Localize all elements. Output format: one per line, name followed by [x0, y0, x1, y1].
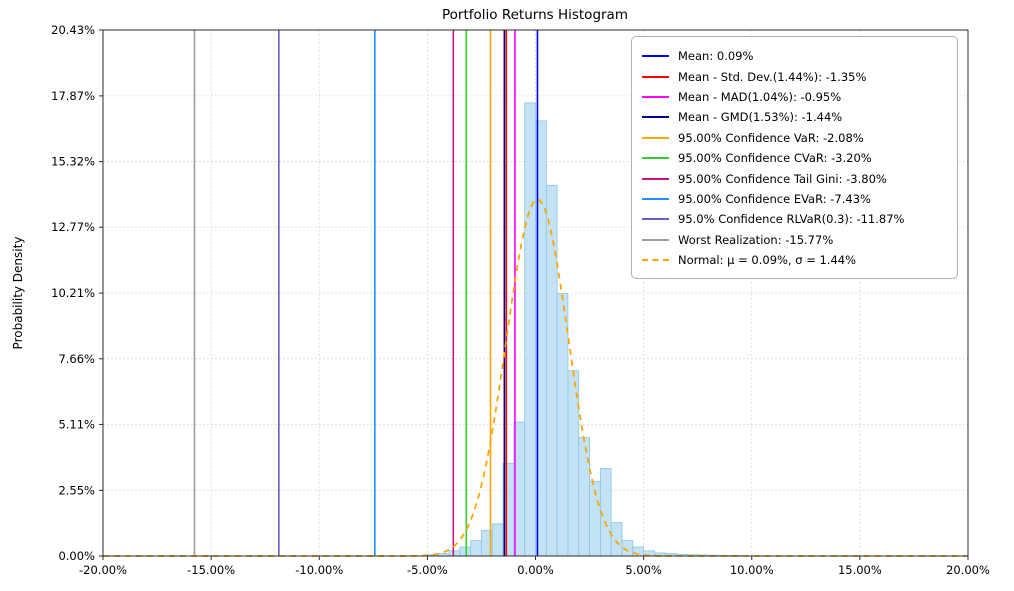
- legend-item: 95.00% Confidence Tail Gini: -3.80%: [642, 168, 947, 188]
- histogram-bar: [524, 102, 536, 557]
- histogram-bar: [448, 550, 461, 557]
- legend-line-swatch: [642, 136, 669, 139]
- legend-line-swatch: [642, 218, 669, 221]
- legend-line-swatch: [642, 157, 669, 160]
- histogram-bar: [567, 370, 580, 557]
- y-axis-label: Probability Density: [11, 237, 25, 350]
- y-tick-label: 12.77%: [51, 220, 95, 234]
- legend-line-swatch: [642, 116, 669, 119]
- legend-label: Normal: μ = 0.09%, σ = 1.44%: [678, 253, 857, 268]
- y-tick-label: 5.11%: [58, 417, 95, 431]
- y-tick-label: 7.66%: [58, 352, 95, 366]
- x-tick-label: 5.00%: [625, 563, 662, 577]
- legend-label: Mean - MAD(1.04%): -0.95%: [678, 89, 842, 104]
- y-tick-label: 10.21%: [51, 286, 95, 300]
- legend-item: Normal: μ = 0.09%, σ = 1.44%: [642, 250, 947, 270]
- y-tick-label: 15.32%: [51, 155, 95, 169]
- legend-item: Mean - Std. Dev.(1.44%): -1.35%: [642, 66, 947, 86]
- legend-label: 95.00% Confidence EVaR: -7.43%: [678, 191, 871, 206]
- legend-item: 95.00% Confidence EVaR: -7.43%: [642, 189, 947, 209]
- histogram-bar: [459, 546, 472, 557]
- legend-line-swatch: [642, 75, 669, 78]
- histogram-bar: [578, 437, 590, 557]
- legend-label: Mean - Std. Dev.(1.44%): -1.35%: [678, 69, 867, 84]
- legend-line-swatch: [642, 259, 669, 262]
- legend-label: 95.00% Confidence VaR: -2.08%: [678, 130, 864, 145]
- legend-item: 95.00% Confidence CVaR: -3.20%: [642, 148, 947, 168]
- y-tick-label: 17.87%: [51, 89, 95, 103]
- legend-item: Mean: 0.09%: [642, 46, 947, 66]
- y-tick-label: 2.55%: [58, 483, 95, 497]
- y-tick-label: 20.43%: [51, 23, 95, 37]
- legend-line-swatch: [642, 238, 669, 241]
- histogram-bar: [545, 184, 558, 557]
- legend-line-swatch: [642, 177, 669, 180]
- x-tick-label: 10.00%: [730, 563, 774, 577]
- x-tick-label: -5.00%: [407, 563, 448, 577]
- legend-item: Mean - GMD(1.53%): -1.44%: [642, 107, 947, 127]
- histogram-bar: [491, 523, 504, 557]
- x-tick-label: -20.00%: [79, 563, 127, 577]
- x-tick-label: -10.00%: [295, 563, 343, 577]
- legend-label: 95.00% Confidence Tail Gini: -3.80%: [678, 171, 887, 186]
- y-tick-label: 0.00%: [58, 549, 95, 563]
- x-tick-label: -15.00%: [187, 563, 235, 577]
- histogram-bar: [610, 522, 623, 557]
- legend-item: Mean - MAD(1.04%): -0.95%: [642, 87, 947, 107]
- legend: Mean: 0.09% Mean - Std. Dev.(1.44%): -1.3…: [631, 36, 958, 280]
- legend-label: 95.0% Confidence RLVaR(0.3): -11.87%: [678, 212, 905, 227]
- legend-label: Worst Realization: -15.77%: [678, 232, 834, 247]
- legend-item: Worst Realization: -15.77%: [642, 230, 947, 250]
- legend-label: Mean - GMD(1.53%): -1.44%: [678, 110, 843, 125]
- x-tick-label: 0.00%: [517, 563, 554, 577]
- histogram-bar: [556, 292, 569, 557]
- chart-title: Portfolio Returns Histogram: [442, 7, 628, 23]
- legend-label: 95.00% Confidence CVaR: -3.20%: [678, 151, 872, 166]
- legend-label: Mean: 0.09%: [678, 49, 754, 64]
- legend-item: 95.0% Confidence RLVaR(0.3): -11.87%: [642, 209, 947, 229]
- histogram-bar: [470, 540, 482, 557]
- legend-item: 95.00% Confidence VaR: -2.08%: [642, 128, 947, 148]
- legend-line-swatch: [642, 55, 669, 58]
- x-tick-label: 20.00%: [946, 563, 990, 577]
- legend-line-swatch: [642, 95, 669, 98]
- legend-line-swatch: [642, 197, 669, 200]
- x-tick-label: 15.00%: [838, 563, 882, 577]
